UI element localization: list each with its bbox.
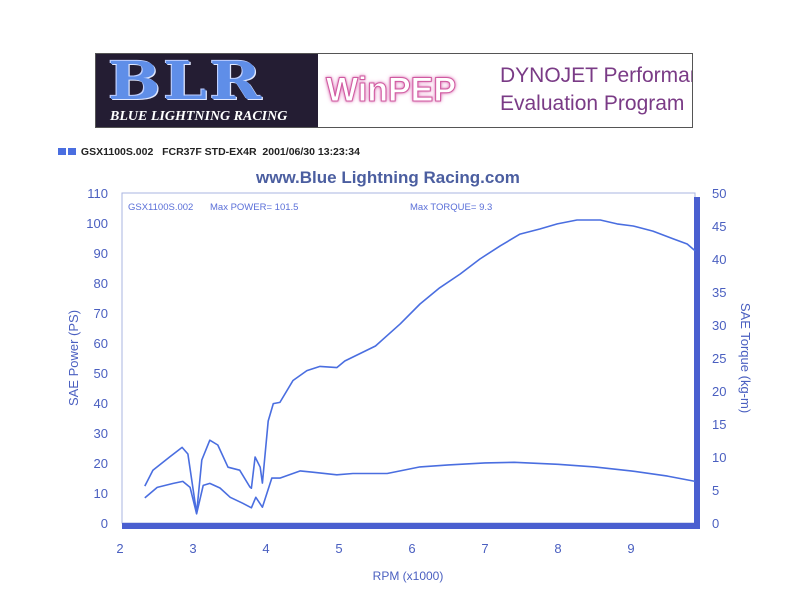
x-tick-label: 7 — [481, 541, 488, 556]
y2-tick-label: 10 — [712, 450, 726, 465]
x-tick-label: 8 — [554, 541, 561, 556]
chart-title: www.Blue Lightning Racing.com — [256, 168, 520, 187]
winpep-logo: WinPEP — [325, 71, 457, 110]
y2-axis-bar — [694, 197, 700, 527]
x-tick-label: 4 — [262, 541, 269, 556]
y2-axis-label: SAE Torque (kg-m) — [738, 303, 753, 413]
dynojet-title-line2: Evaluation Program — [500, 92, 685, 115]
torque-curve — [144, 461, 696, 515]
y2-tick-label: 50 — [712, 186, 726, 201]
y-tick-label: 20 — [94, 456, 108, 471]
x-tick-label: 9 — [627, 541, 634, 556]
y2-tick-label: 0 — [712, 516, 719, 531]
power-curve — [144, 219, 696, 514]
y-tick-label: 30 — [94, 426, 108, 441]
legend-swatch — [68, 148, 76, 155]
blr-logo-caption: BLUE LIGHTNING RACING — [110, 109, 288, 124]
y-tick-label: 70 — [94, 306, 108, 321]
x-tick-label: 3 — [189, 541, 196, 556]
x-tick-label: 5 — [335, 541, 342, 556]
blr-logo: BLR BLUE LIGHTNING RACING — [96, 54, 318, 127]
max-torque-annotation: Max TORQUE= 9.3 — [410, 202, 492, 213]
y2-tick-label: 40 — [712, 252, 726, 267]
x-axis-bar — [122, 523, 700, 529]
y-tick-label: 90 — [94, 246, 108, 261]
y-tick-label: 0 — [101, 516, 108, 531]
legend-swatch — [58, 148, 66, 155]
y-tick-label: 50 — [94, 366, 108, 381]
header-banner: BLR BLUE LIGHTNING RACING WinPEP DYNOJET… — [95, 53, 693, 128]
y2-tick-label: 25 — [712, 351, 726, 366]
x-tick-label: 6 — [408, 541, 415, 556]
plot-frame — [121, 192, 696, 524]
y-tick-label: 40 — [94, 396, 108, 411]
y2-tick-label: 30 — [712, 318, 726, 333]
x-tick-label: 2 — [116, 541, 123, 556]
y-tick-label: 10 — [94, 486, 108, 501]
y2-tick-label: 45 — [712, 219, 726, 234]
max-power-annotation: Max POWER= 101.5 — [210, 202, 298, 213]
x-axis-label: RPM (x1000) — [373, 569, 444, 583]
run-legend: GSX1100S.002 FCR37F STD-EX4R 2001/06/30 … — [58, 145, 360, 159]
y2-tick-label: 5 — [712, 483, 719, 498]
y-tick-label: 60 — [94, 336, 108, 351]
y2-tick-label: 35 — [712, 285, 726, 300]
run-annotation: GSX1100S.002 — [128, 202, 193, 213]
dynojet-title-line1: DYNOJET Performance — [500, 64, 692, 87]
y-tick-label: 80 — [94, 276, 108, 291]
y2-tick-label: 20 — [712, 384, 726, 399]
y-axis-label: SAE Power (PS) — [66, 310, 81, 406]
y-tick-label: 110 — [87, 186, 108, 201]
y-tick-label: 100 — [86, 216, 108, 231]
blr-logo-letters: BLR — [108, 54, 264, 112]
y2-tick-label: 15 — [712, 417, 726, 432]
legend-text: GSX1100S.002 FCR37F STD-EX4R 2001/06/30 … — [80, 146, 360, 158]
